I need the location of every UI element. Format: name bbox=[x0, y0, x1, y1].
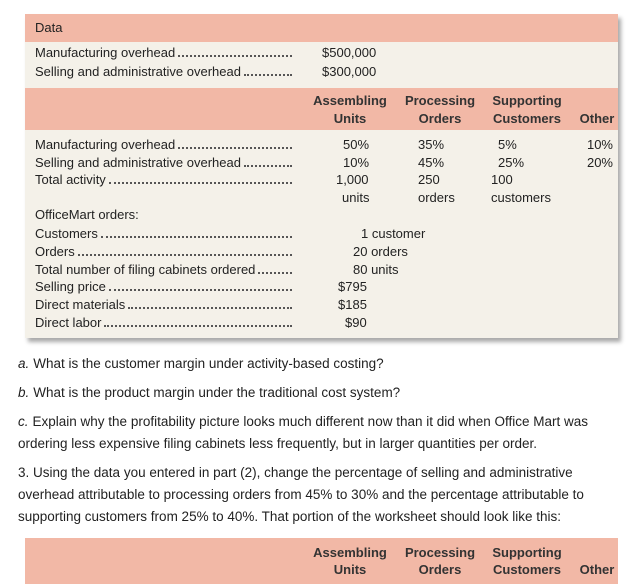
cell-value: 100 bbox=[491, 172, 513, 187]
row-label: Customers bbox=[35, 226, 292, 242]
column-header: Processing bbox=[404, 93, 476, 108]
row-label: Manufacturing overhead bbox=[35, 137, 292, 153]
row-label: Selling price bbox=[35, 279, 292, 295]
question-text: What is the customer margin under activi… bbox=[33, 356, 384, 371]
cell-value: 20 orders bbox=[353, 243, 408, 259]
dot-leader bbox=[108, 289, 292, 292]
label: Customers bbox=[35, 226, 98, 241]
dot-leader bbox=[178, 147, 292, 149]
dot-leader bbox=[104, 325, 292, 327]
cell-value: 1 customer bbox=[361, 226, 426, 241]
row-label: Total activity bbox=[35, 172, 292, 188]
cell-value: 5% bbox=[498, 137, 517, 152]
row-label: Manufacturing overhead bbox=[35, 45, 292, 61]
column-header: Assembling bbox=[313, 93, 387, 108]
column-header: Supporting bbox=[492, 545, 562, 560]
label: Manufacturing overhead bbox=[35, 45, 176, 60]
column-header: Supporting bbox=[492, 93, 562, 108]
question-label: a. bbox=[18, 356, 30, 371]
cell-value: 25% bbox=[498, 154, 525, 170]
cell-value: 250 bbox=[418, 172, 440, 187]
column-header: Processing bbox=[404, 545, 476, 560]
cell-value: $795 bbox=[338, 279, 367, 295]
title-band bbox=[25, 14, 618, 42]
cell-value: $185 bbox=[338, 297, 367, 313]
cell-value: 20% bbox=[586, 154, 613, 170]
cell-unit: customers bbox=[491, 190, 551, 205]
cell-value: $90 bbox=[345, 315, 367, 330]
dot-leader bbox=[243, 164, 292, 167]
label: Selling and administrative overhead bbox=[35, 154, 241, 170]
cell-value: $500,000 bbox=[322, 45, 377, 60]
data-panel bbox=[25, 14, 618, 338]
question: b. What is the product margin under the t… bbox=[18, 382, 618, 404]
cell-unit: orders bbox=[418, 190, 455, 205]
cell-unit: units bbox=[342, 190, 370, 205]
question-label: b. bbox=[18, 385, 30, 400]
column-header: Customers bbox=[493, 562, 561, 577]
dot-leader bbox=[108, 182, 292, 184]
cell-value: 45% bbox=[418, 154, 445, 170]
column-header: Other bbox=[579, 562, 615, 577]
cell-value: 10% bbox=[586, 137, 613, 152]
section-title: OfficeMart orders: bbox=[35, 207, 139, 222]
column-header: Other bbox=[579, 111, 615, 126]
dot-leader bbox=[100, 236, 292, 238]
label: Total number of filing cabinets ordered bbox=[35, 261, 256, 277]
label: Direct labor bbox=[35, 315, 102, 330]
cell-value: $300,000 bbox=[322, 64, 377, 79]
row-label: Direct labor bbox=[35, 315, 292, 331]
column-header: Assembling bbox=[313, 545, 387, 560]
dot-leader bbox=[77, 253, 292, 256]
column-header: Units bbox=[333, 111, 367, 126]
cell-value: 10% bbox=[343, 154, 370, 170]
section-title: Data bbox=[35, 20, 63, 35]
column-header: Orders bbox=[418, 562, 462, 577]
cell-value: 80 units bbox=[353, 261, 399, 277]
header-band bbox=[25, 538, 618, 584]
label: Orders bbox=[35, 243, 75, 259]
row-label: Selling and administrative overhead bbox=[35, 155, 292, 171]
question-text: Explain why the profitability picture lo… bbox=[18, 414, 589, 451]
row-label: Orders bbox=[35, 244, 292, 260]
header-band bbox=[25, 88, 618, 130]
cell-value: 35% bbox=[418, 137, 445, 152]
cell-value: 1,000 bbox=[336, 172, 369, 187]
label: Manufacturing overhead bbox=[35, 137, 176, 152]
label: Total activity bbox=[35, 172, 106, 187]
label: Selling price bbox=[35, 279, 106, 295]
dot-leader bbox=[178, 55, 292, 57]
label: Direct materials bbox=[35, 297, 126, 313]
label: Selling and administrative overhead bbox=[35, 64, 241, 79]
row-label: Selling and administrative overhead bbox=[35, 64, 292, 80]
column-header: Units bbox=[333, 562, 367, 577]
question-label: c. bbox=[18, 414, 29, 429]
column-header: Orders bbox=[418, 111, 462, 126]
row-label: Direct materials bbox=[35, 297, 292, 313]
cell-value: 50% bbox=[343, 137, 370, 152]
dot-leader bbox=[243, 74, 292, 76]
row-label: Total number of filing cabinets ordered bbox=[35, 262, 292, 278]
question: a. What is the customer margin under acti… bbox=[18, 353, 618, 375]
question-text: What is the product margin under the tra… bbox=[33, 385, 401, 400]
instruction: 3. Using the data you entered in part (2… bbox=[18, 465, 584, 524]
dot-leader bbox=[128, 307, 292, 310]
column-header: Customers bbox=[493, 111, 561, 126]
question: c. Explain why the profitability picture … bbox=[18, 411, 618, 455]
dot-leader bbox=[258, 271, 292, 274]
